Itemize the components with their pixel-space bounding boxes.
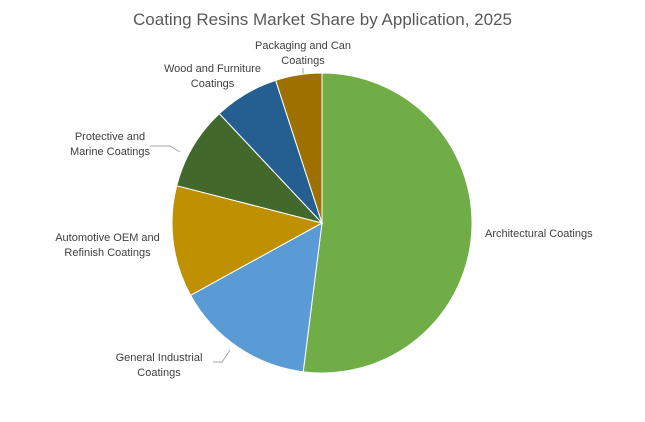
pie-slice bbox=[176, 112, 324, 224]
slice-label: Wood and Furniture Coatings bbox=[163, 63, 262, 90]
leader-line bbox=[213, 349, 231, 363]
slice-label: Protective and Marine Coatings bbox=[69, 131, 151, 158]
slice-label: Automotive OEM and Refinish Coatings bbox=[55, 232, 160, 259]
pie-slice bbox=[189, 222, 323, 373]
chart-title: Coating Resins Market Share by Applicati… bbox=[133, 10, 512, 29]
slice-label: General Industrial Coatings bbox=[115, 352, 203, 379]
pie-slice bbox=[275, 72, 323, 224]
leader-line bbox=[150, 145, 181, 153]
pie-slice bbox=[171, 185, 324, 296]
slice-label: Packaging and Can Coatings bbox=[254, 40, 351, 67]
slice-label: Architectural Coatings bbox=[485, 228, 593, 240]
pie-slice bbox=[302, 72, 473, 374]
